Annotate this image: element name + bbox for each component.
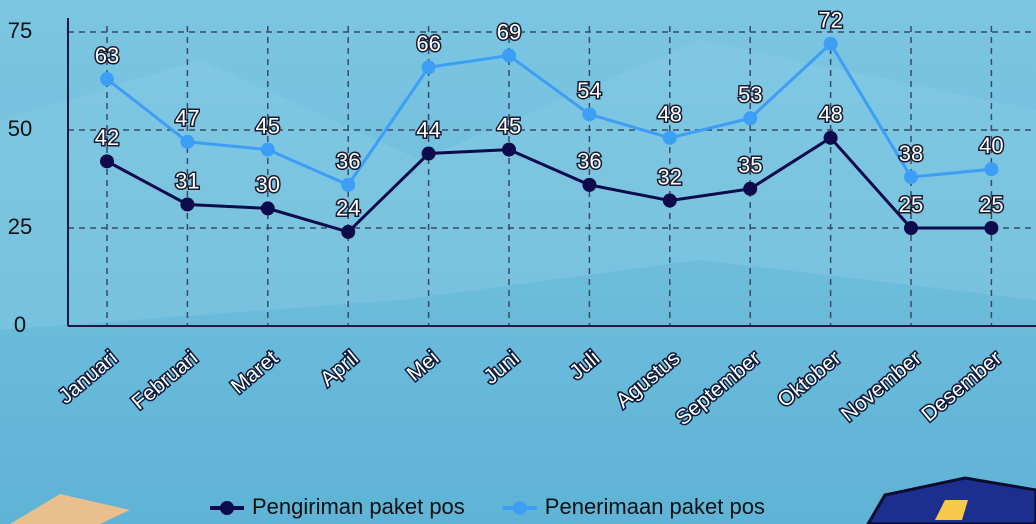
data-label: 48: [818, 102, 842, 127]
data-label: 35: [738, 153, 762, 178]
data-label: 25: [979, 192, 1003, 217]
data-label: 53: [738, 82, 762, 107]
point: [100, 154, 114, 168]
data-label: 31: [175, 168, 199, 193]
legend-label: Pengiriman paket pos: [252, 494, 465, 519]
y-tick-label: 25: [8, 214, 32, 239]
chart: 0255075JanuariFebruariMaretAprilMeiJuniJ…: [0, 0, 1036, 524]
point: [502, 143, 516, 157]
point: [261, 201, 275, 215]
point: [904, 170, 918, 184]
data-label: 40: [979, 133, 1003, 158]
point: [824, 37, 838, 51]
data-label: 24: [336, 196, 360, 221]
data-label: 69: [497, 19, 521, 44]
legend-label: Penerimaan paket pos: [545, 494, 765, 519]
point: [984, 221, 998, 235]
point: [663, 131, 677, 145]
data-label: 66: [416, 31, 440, 56]
point: [582, 178, 596, 192]
data-label: 38: [899, 141, 923, 166]
legend-marker: [220, 501, 234, 515]
data-label: 48: [658, 102, 682, 127]
point: [582, 107, 596, 121]
data-label: 30: [256, 172, 280, 197]
data-label: 36: [336, 149, 360, 174]
point: [502, 49, 516, 63]
data-label: 47: [175, 106, 199, 131]
point: [261, 143, 275, 157]
data-label: 44: [416, 117, 440, 142]
data-label: 45: [497, 113, 521, 138]
legend-marker: [513, 501, 527, 515]
point: [663, 194, 677, 208]
y-tick-label: 0: [14, 312, 26, 337]
point: [743, 111, 757, 125]
data-label: 54: [577, 78, 601, 103]
point: [422, 147, 436, 161]
y-tick-label: 75: [8, 18, 32, 43]
point: [422, 60, 436, 74]
point: [341, 178, 355, 192]
point: [743, 182, 757, 196]
data-label: 72: [818, 8, 842, 33]
data-label: 42: [95, 125, 119, 150]
y-tick-label: 50: [8, 116, 32, 141]
data-label: 45: [256, 113, 280, 138]
point: [180, 197, 194, 211]
point: [180, 135, 194, 149]
data-label: 25: [899, 192, 923, 217]
point: [904, 221, 918, 235]
data-label: 36: [577, 149, 601, 174]
point: [341, 225, 355, 239]
point: [984, 162, 998, 176]
data-label: 63: [95, 43, 119, 68]
data-label: 32: [658, 164, 682, 189]
point: [100, 72, 114, 86]
point: [824, 131, 838, 145]
